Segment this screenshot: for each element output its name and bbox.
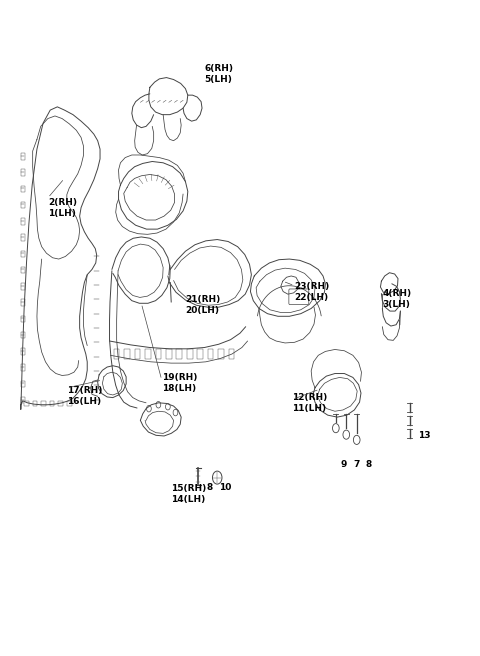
Bar xyxy=(21,251,24,257)
Bar xyxy=(135,349,140,359)
Text: 23(RH)
22(LH): 23(RH) 22(LH) xyxy=(295,282,330,302)
Text: 6(RH)
5(LH): 6(RH) 5(LH) xyxy=(204,64,233,84)
Bar xyxy=(21,348,24,355)
Text: 8: 8 xyxy=(366,460,372,469)
Bar xyxy=(21,365,24,371)
Bar xyxy=(21,202,24,209)
Bar xyxy=(124,349,130,359)
Text: 13: 13 xyxy=(418,431,431,440)
Text: 4(RH)
3(LH): 4(RH) 3(LH) xyxy=(383,289,411,309)
Bar xyxy=(21,153,24,159)
Bar xyxy=(21,186,24,192)
Bar xyxy=(24,401,29,406)
Text: 21(RH)
20(LH): 21(RH) 20(LH) xyxy=(185,295,221,316)
Text: 2(RH)
1(LH): 2(RH) 1(LH) xyxy=(48,197,77,218)
Bar xyxy=(21,299,24,306)
Bar xyxy=(114,349,120,359)
Text: 9: 9 xyxy=(340,460,347,469)
Bar xyxy=(208,349,214,359)
Bar xyxy=(67,401,72,406)
Bar xyxy=(187,349,192,359)
Bar xyxy=(21,267,24,274)
Bar xyxy=(177,349,182,359)
Bar xyxy=(50,401,55,406)
Text: 7: 7 xyxy=(353,460,360,469)
Bar xyxy=(21,283,24,289)
Text: 12(RH)
11(LH): 12(RH) 11(LH) xyxy=(292,393,327,413)
Text: 19(RH)
18(LH): 19(RH) 18(LH) xyxy=(162,373,197,394)
FancyBboxPatch shape xyxy=(289,289,309,304)
Bar xyxy=(145,349,151,359)
Text: 10: 10 xyxy=(218,483,231,492)
Bar xyxy=(166,349,172,359)
Bar xyxy=(21,332,24,338)
Bar xyxy=(197,349,203,359)
Bar xyxy=(228,349,234,359)
Bar xyxy=(21,218,24,224)
Text: 8: 8 xyxy=(206,483,212,492)
Bar xyxy=(21,316,24,322)
Text: 17(RH)
16(LH): 17(RH) 16(LH) xyxy=(67,386,102,406)
Bar xyxy=(21,380,24,387)
Bar xyxy=(58,401,63,406)
Bar xyxy=(218,349,224,359)
Bar xyxy=(21,169,24,176)
Text: 15(RH)
14(LH): 15(RH) 14(LH) xyxy=(171,484,206,504)
Bar xyxy=(33,401,37,406)
Bar xyxy=(21,234,24,241)
Bar xyxy=(41,401,46,406)
Bar xyxy=(21,397,24,403)
Bar xyxy=(156,349,161,359)
